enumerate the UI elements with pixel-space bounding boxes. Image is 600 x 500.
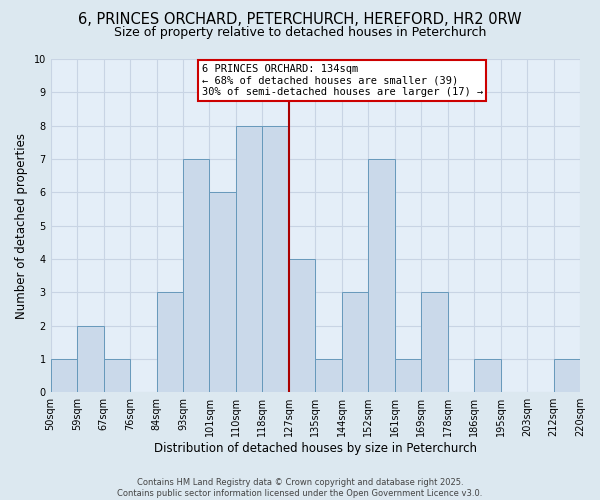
Bar xyxy=(236,126,262,392)
Bar xyxy=(262,126,289,392)
Text: Contains HM Land Registry data © Crown copyright and database right 2025.
Contai: Contains HM Land Registry data © Crown c… xyxy=(118,478,482,498)
Bar xyxy=(474,359,500,392)
X-axis label: Distribution of detached houses by size in Peterchurch: Distribution of detached houses by size … xyxy=(154,442,477,455)
Bar xyxy=(421,292,448,392)
Bar xyxy=(157,292,183,392)
Bar xyxy=(316,359,342,392)
Bar xyxy=(554,359,580,392)
Y-axis label: Number of detached properties: Number of detached properties xyxy=(15,132,28,318)
Bar xyxy=(183,159,209,392)
Bar xyxy=(342,292,368,392)
Text: 6, PRINCES ORCHARD, PETERCHURCH, HEREFORD, HR2 0RW: 6, PRINCES ORCHARD, PETERCHURCH, HEREFOR… xyxy=(78,12,522,28)
Bar xyxy=(104,359,130,392)
Bar xyxy=(289,259,316,392)
Text: 6 PRINCES ORCHARD: 134sqm
← 68% of detached houses are smaller (39)
30% of semi-: 6 PRINCES ORCHARD: 134sqm ← 68% of detac… xyxy=(202,64,483,97)
Text: Size of property relative to detached houses in Peterchurch: Size of property relative to detached ho… xyxy=(114,26,486,39)
Bar xyxy=(395,359,421,392)
Bar xyxy=(368,159,395,392)
Bar xyxy=(50,359,77,392)
Bar xyxy=(77,326,104,392)
Bar xyxy=(209,192,236,392)
